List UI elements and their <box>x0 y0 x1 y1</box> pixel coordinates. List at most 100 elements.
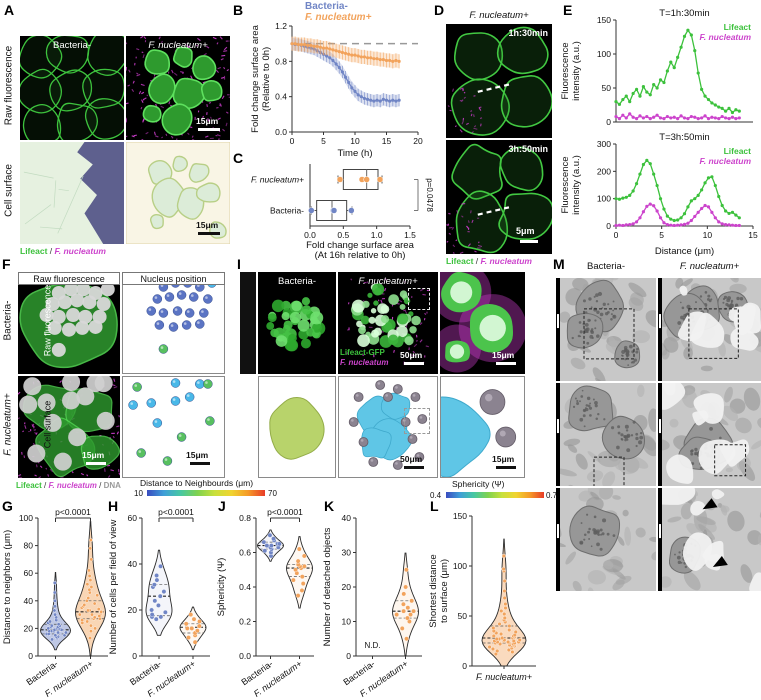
i-colorbar-min: 0.4 <box>430 491 442 500</box>
svg-text:1.5: 1.5 <box>404 230 416 240</box>
svg-text:0.5: 0.5 <box>337 230 349 240</box>
svg-text:150: 150 <box>453 511 467 521</box>
image-i-surface-fnucleatum <box>338 376 438 478</box>
svg-text:60: 60 <box>128 513 138 523</box>
svg-text:Fluorescence: Fluorescence <box>560 156 571 213</box>
i-scale-tz: 15μm <box>492 350 515 360</box>
svg-text:30: 30 <box>342 548 352 558</box>
svg-text:40: 40 <box>24 596 34 606</box>
i-colorbar-max: 0.7 <box>546 491 558 500</box>
f-colorbar-max: 70 <box>268 489 277 498</box>
svg-text:Bacteria-: Bacteria- <box>270 206 304 216</box>
svg-text:(Relative to 0h): (Relative to 0h) <box>261 47 272 111</box>
chart-b-fold-change: 0.0 0.4 0.8 1.2 0 5 10 15 20 Fold change surface … <box>250 21 423 159</box>
panel-a-row2-label: Cell surface <box>3 164 15 217</box>
image-a-raw-bacteria <box>20 36 124 140</box>
image-i-raw-zoom <box>440 272 525 374</box>
svg-text:5: 5 <box>659 230 664 240</box>
f-scalebar-raw <box>86 462 106 465</box>
f-scale-raw: 15μm <box>82 450 105 460</box>
panel-l-letter: L <box>430 498 439 514</box>
image-m-fnucleatum-2 <box>658 383 761 486</box>
i-fn-label: F. nucleatum <box>340 358 389 367</box>
svg-text:Fold change surface area: Fold change surface area <box>250 24 261 132</box>
f-row1-label: Bacteria- <box>2 300 14 341</box>
svg-text:Number of cells per field of v: Number of cells per field of view <box>108 520 119 655</box>
i-col2-header: F. nucleatum+ <box>358 276 418 287</box>
a-legend-lifeact: Lifeact <box>20 246 48 256</box>
a-legend-fn: F. nucleatum <box>54 246 106 256</box>
svg-text:Distance to neighbors (μm): Distance to neighbors (μm) <box>2 530 13 644</box>
svg-text:(At 16h relative to 0h): (At 16h relative to 0h) <box>315 250 406 261</box>
panel-a-letter: A <box>4 2 15 18</box>
f-colorbar-min: 10 <box>134 489 143 498</box>
svg-text:100: 100 <box>597 49 611 59</box>
svg-text:40: 40 <box>342 513 352 523</box>
panel-f-letter: F <box>2 256 11 272</box>
svg-text:0.8: 0.8 <box>275 56 287 66</box>
svg-text:T=3h:50min: T=3h:50min <box>659 132 709 143</box>
a-scalebar-raw <box>198 128 220 131</box>
chart-l-shortest-distance: 0 50 100 150 F. nucleatum+ Shortest distance t… <box>428 511 536 682</box>
d-time2: 3h:50min <box>508 144 548 154</box>
image-d-1h30 <box>446 24 552 138</box>
panel-h-letter: H <box>108 498 119 514</box>
svg-text:Fluorescence: Fluorescence <box>560 42 571 99</box>
m-col1-header: Bacteria- <box>586 261 625 272</box>
image-f-raw-fnucleatum <box>18 376 120 478</box>
panel-d-letter: D <box>434 2 445 18</box>
svg-text:1.0: 1.0 <box>371 230 383 240</box>
f-legend: Lifeact / F. nucleatum / DNA <box>16 481 121 490</box>
image-m-bacteria-2 <box>556 383 656 486</box>
image-a-surface-fnucleatum <box>126 142 230 244</box>
svg-text:Lifeact: Lifeact <box>724 146 752 156</box>
svg-text:F. nucleatum: F. nucleatum <box>700 156 752 166</box>
svg-text:0: 0 <box>462 661 467 671</box>
svg-text:15: 15 <box>382 136 392 146</box>
b-legend: Bacteria- F. nucleatum+ <box>305 1 371 23</box>
svg-text:Time (h): Time (h) <box>337 148 372 159</box>
i-col1-header: Bacteria- <box>277 276 316 287</box>
svg-text:0.4: 0.4 <box>275 92 287 102</box>
f-row2-label: F. nucleatum+ <box>2 393 14 456</box>
f-scale-pos: 15μm <box>186 450 209 460</box>
svg-text:20: 20 <box>128 605 138 615</box>
i-scalebar-tz <box>496 362 516 365</box>
svg-text:Sphericity (Ψ): Sphericity (Ψ) <box>216 558 227 617</box>
d-scalebar <box>520 240 538 243</box>
svg-text:Fold change surface area: Fold change surface area <box>306 240 414 251</box>
a-scale-raw: 15μm <box>196 116 219 126</box>
svg-text:50: 50 <box>458 611 468 621</box>
d-time1: 1h:30min <box>508 28 548 38</box>
svg-text:p=0.0478: p=0.0478 <box>425 178 434 212</box>
image-i-raw-fnucleatum <box>338 272 438 374</box>
svg-text:40: 40 <box>128 559 138 569</box>
svg-text:0: 0 <box>290 136 295 146</box>
svg-text:10: 10 <box>703 230 713 240</box>
f-header-pos: Nucleus position <box>122 272 225 285</box>
svg-text:0: 0 <box>614 230 619 240</box>
svg-text:20: 20 <box>413 136 423 146</box>
svg-text:p<0.0001: p<0.0001 <box>55 507 91 517</box>
svg-text:0: 0 <box>606 117 611 127</box>
svg-text:300: 300 <box>597 139 611 149</box>
svg-text:50: 50 <box>602 83 612 93</box>
svg-text:150: 150 <box>597 15 611 25</box>
d-title: F. nucleatum+ <box>469 10 529 21</box>
svg-text:15: 15 <box>748 230 758 240</box>
a-scale-surf: 15μm <box>196 220 219 230</box>
panel-i-letter: I <box>237 256 241 272</box>
svg-text:200: 200 <box>597 166 611 176</box>
image-m-bacteria-3 <box>556 488 656 591</box>
svg-text:0: 0 <box>606 221 611 231</box>
svg-text:10: 10 <box>342 617 352 627</box>
a-col2-header: F. nucleatum+ <box>148 40 208 51</box>
svg-text:10: 10 <box>350 136 360 146</box>
svg-text:1.2: 1.2 <box>275 21 287 31</box>
f-colorbar-label: Distance to Neighbourds (μm) <box>140 478 254 488</box>
i-colorbar <box>446 492 544 498</box>
